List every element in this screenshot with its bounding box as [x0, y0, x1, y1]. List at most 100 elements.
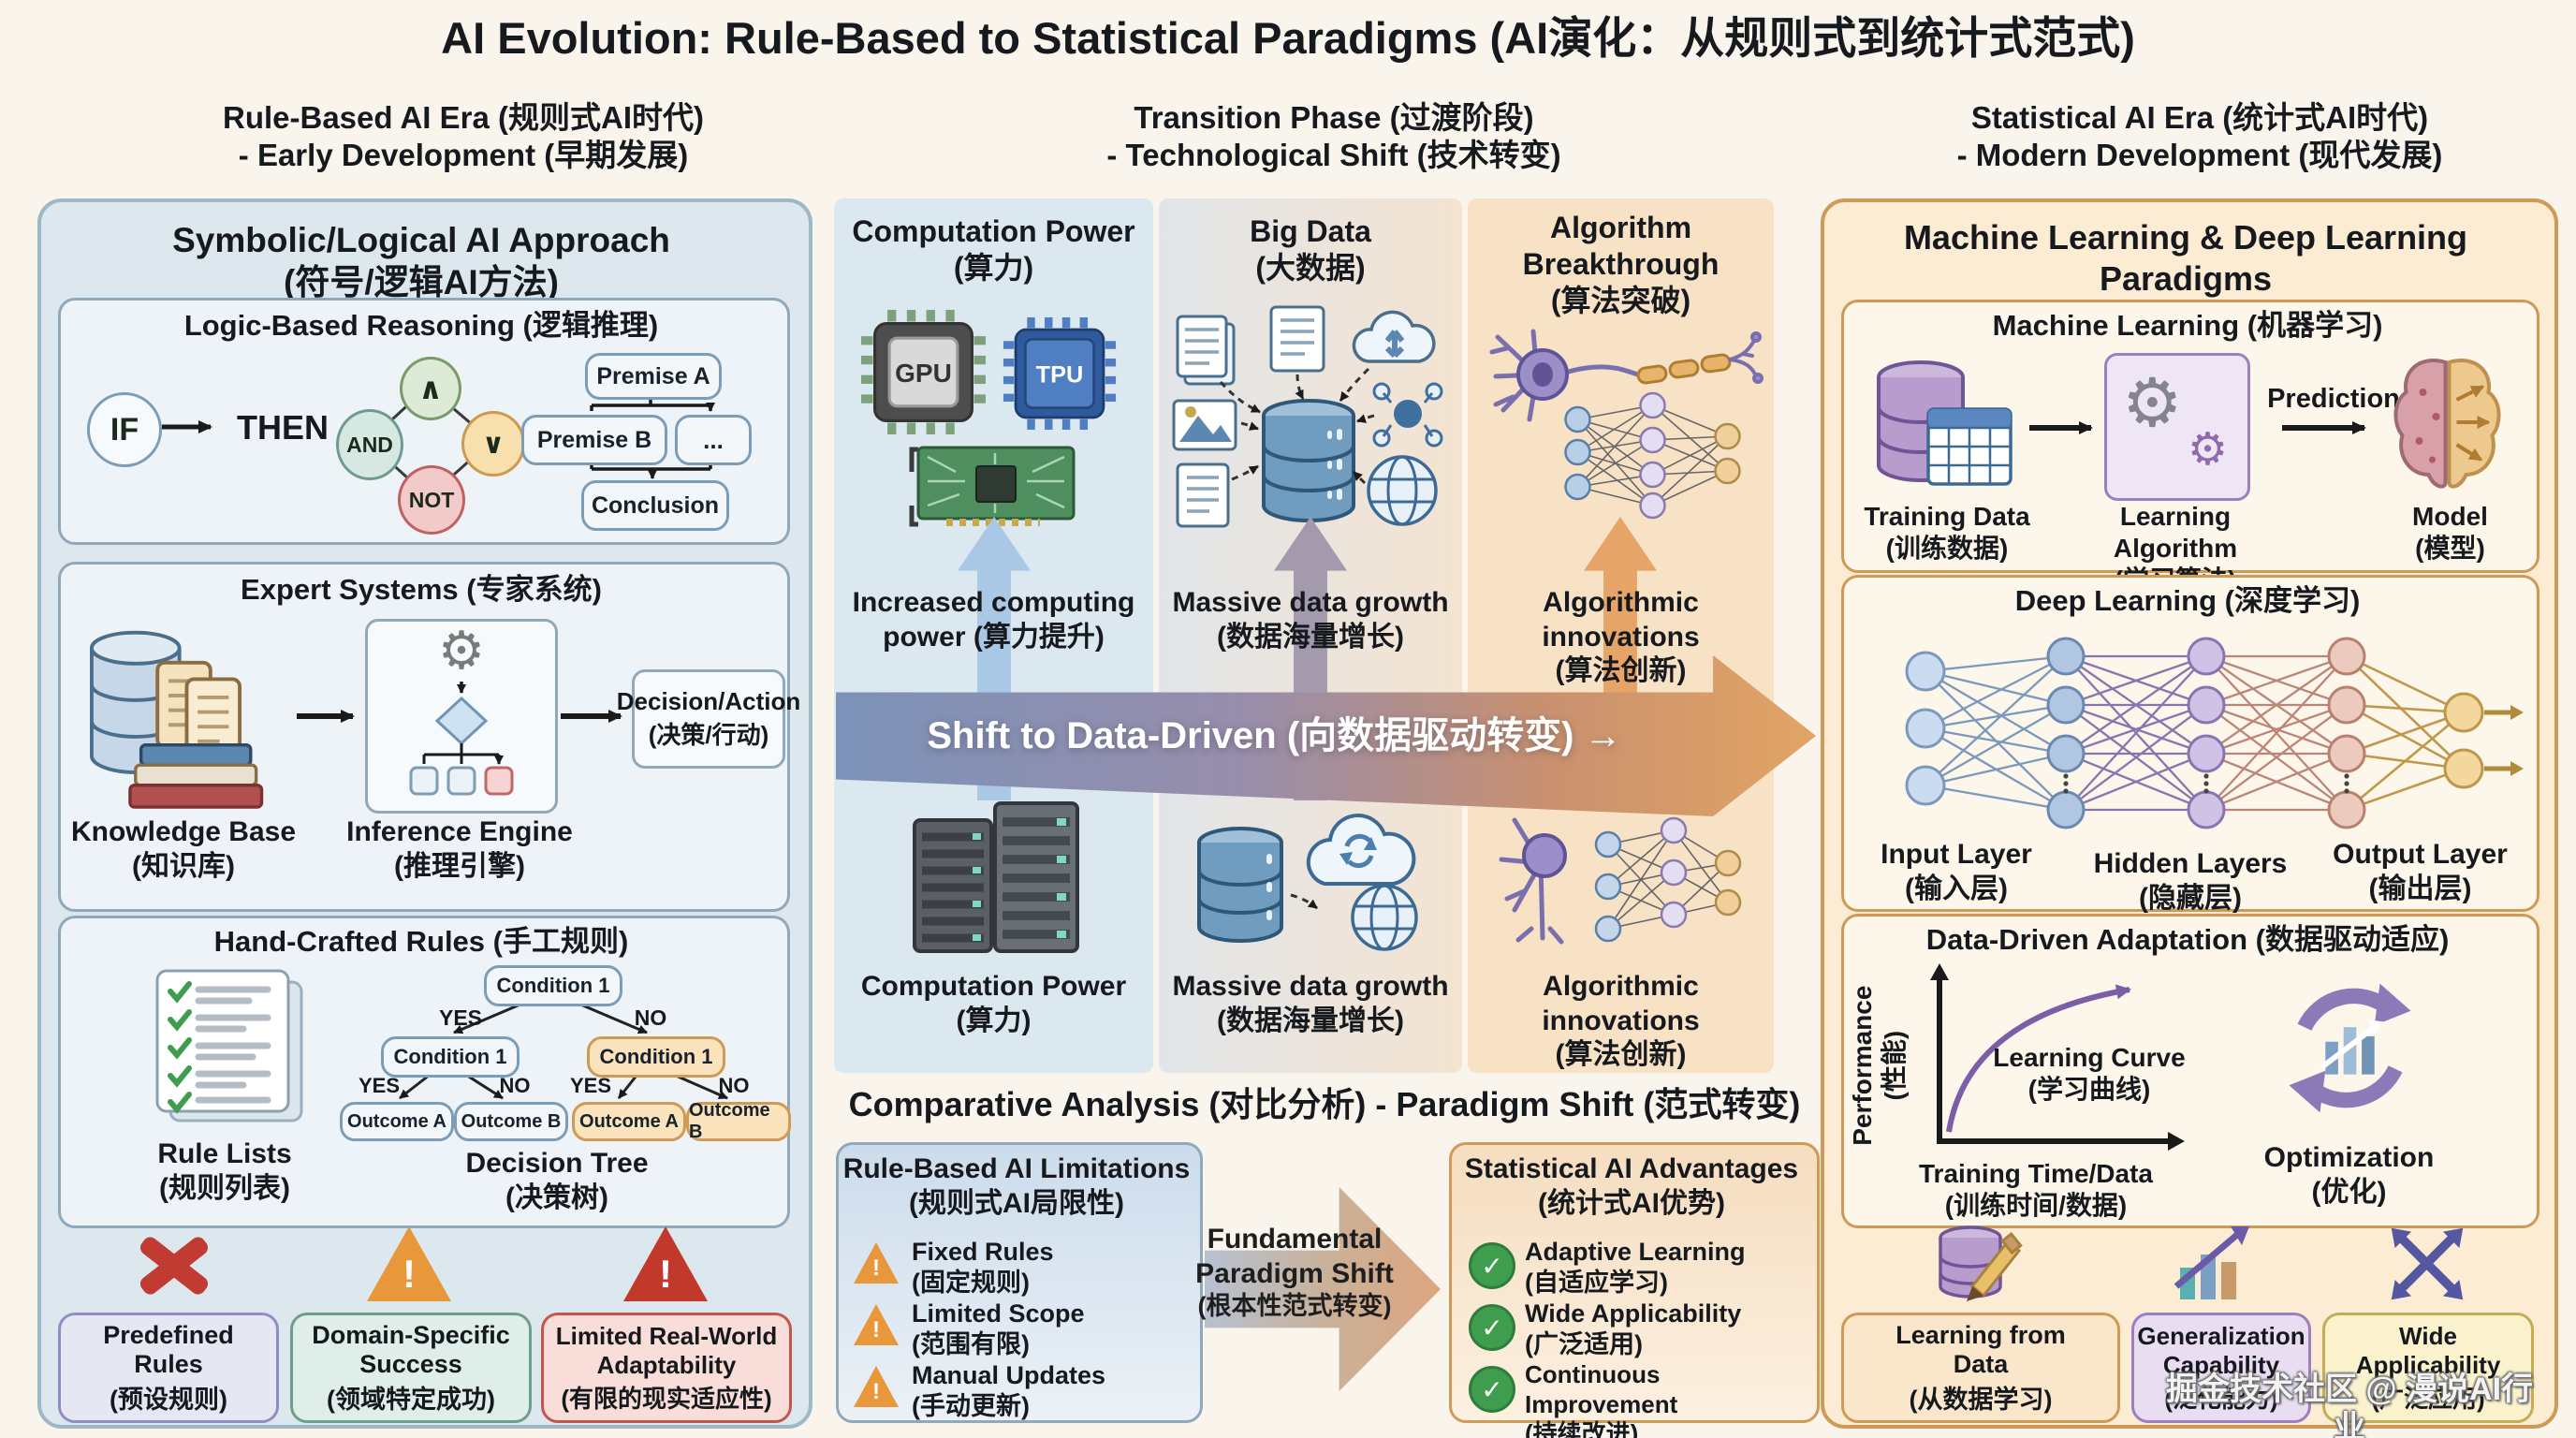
tree-right-condition: Condition 1 [587, 1036, 725, 1078]
column-header-statistical-era: Statistical AI Era (统计式AI时代) - Modern De… [1858, 99, 2541, 175]
premise-b-node: Premise B [521, 415, 667, 465]
expert-flow-arrows [297, 710, 622, 723]
domain-specific-success-box: Domain-Specific Success (领域特定成功) [290, 1313, 532, 1423]
decision-tree-label: Decision Tree (决策树) [465, 1148, 649, 1213]
learning-curve-label: Learning Curve (学习曲线) [1993, 1043, 2186, 1105]
tree-root-condition: Condition 1 [484, 965, 622, 1006]
gear-large-icon: ⚙ [2122, 366, 2183, 441]
comparative-analysis-title: Comparative Analysis (对比分析) - Paradigm S… [848, 1085, 1801, 1123]
watermark: 掘金技术社区 @ 漫说AI行业 [2165, 1372, 2534, 1438]
logic-box-title: Logic-Based Reasoning (逻辑推理) [183, 309, 659, 342]
tree-outcome-b2: Outcome B [686, 1100, 791, 1142]
tree-left-no: NO [499, 1074, 531, 1097]
learning-algorithm-icon-panel: ⚙ ⚙ [2104, 353, 2250, 501]
expert-systems-box: Expert Systems (专家系统) Knowledge Base (知识库… [58, 562, 800, 912]
svg-text:GPU: GPU [895, 359, 952, 388]
model-brain-icon [2393, 359, 2501, 489]
tree-outcome-a1: Outcome A [340, 1102, 454, 1141]
hand-crafted-rules-box: Hand-Crafted Rules (手工规则) Rule Lists (规则列… [58, 916, 791, 1228]
big-data-title: Big Data (大数据) [1250, 214, 1371, 286]
training-data-icon [1877, 360, 2012, 486]
warning-icon-fixed-rules: ! [854, 1242, 899, 1284]
massive-data-growth-label: Massive data growth (数据海量增长) [1172, 587, 1449, 653]
statistical-advantages-box: Statistical AI Advantages (统计式AI优势) ✓ Ada… [1449, 1142, 1820, 1438]
generalization-capability-box: Generalization Capability (泛化能力) [2131, 1313, 2311, 1423]
shift-band-label: Shift to Data-Driven (向数据驱动转变) → [927, 714, 1622, 756]
wide-applicability-box: Wide Applicability (广泛应用) [2322, 1313, 2534, 1423]
database-cloud-sync-icon [1197, 814, 1418, 951]
logic-or-node: ∨ [461, 411, 525, 477]
limitation-item-limited-scope: Limited Scope (范围有限) [912, 1299, 1085, 1358]
tree-root-no: NO [634, 1005, 667, 1030]
neuron-net-bottom-icon [1499, 816, 1742, 945]
algorithmic-innovations-label: Algorithmic innovations (算法创新) [1542, 587, 1700, 687]
warning-icon-manual-updates: ! [854, 1366, 899, 1407]
ml-flow-arrows [2029, 421, 2366, 434]
if-node: IF [87, 392, 162, 467]
deep-learning-box: Deep Learning (深度学习) Input Layer (输入层) Hi… [1841, 575, 2539, 914]
inference-engine-box: ⚙ [365, 619, 558, 814]
increased-computing-label: Increased computing power (算力提升) [852, 587, 1135, 653]
header-right-line1: Statistical AI Era (统计式AI时代) [1970, 100, 2429, 135]
deep-neural-network-diagram [1905, 637, 2524, 829]
decision-action-box: Decision/Action (决策/行动) [617, 669, 800, 769]
gear-small-icon: ⚙ [2188, 425, 2229, 475]
symbolic-panel-title: Symbolic/Logical AI Approach (符号/逻辑AI方法) [172, 221, 670, 302]
tree-outcome-a2: Outcome A [572, 1102, 686, 1141]
rule-based-limitations-box: Rule-Based AI Limitations (规则式AI局限性) ! Fi… [836, 1142, 1203, 1423]
prediction-label: Prediction [2267, 384, 2400, 414]
server-racks-icon [913, 801, 1079, 953]
limitations-title: Rule-Based AI Limitations (规则式AI局限性) [842, 1153, 1191, 1219]
learning-from-data-icon [1939, 1225, 2023, 1301]
rule-lists-label: Rule Lists (规则列表) [157, 1138, 292, 1204]
header-left-line1: Rule-Based AI Era (规则式AI时代) [222, 100, 704, 135]
massive-data-growth-bottom-label: Massive data growth (数据海量增长) [1172, 971, 1449, 1036]
learning-from-data-box: Learning from Data (从数据学习) [1841, 1313, 2120, 1423]
knowledge-base-icon [89, 630, 264, 809]
algorithm-breakthrough-column: Algorithm Breakthrough (算法突破) Algorithmic … [1468, 198, 1774, 1073]
conclusion-node: Conclusion [581, 480, 729, 531]
learning-algorithm-label: Learning Algorithm(学习算法) [2113, 502, 2238, 594]
computation-power-title: Computation Power (算力) [852, 214, 1135, 286]
optimization-cycle-icon [2289, 983, 2411, 1113]
generalization-chart-icon [2174, 1226, 2249, 1299]
check-icon-wide-applicability: ✓ [1469, 1304, 1515, 1351]
advantage-item-continuous-improvement: Continuous Improvement (持续改进) [1525, 1360, 1678, 1438]
big-data-cluster-icon [1172, 305, 1443, 528]
algorithm-breakthrough-title: Algorithm Breakthrough (算法突破) [1522, 211, 1720, 318]
machine-learning-box: Machine Learning (机器学习) Training Data (训练… [1841, 300, 2539, 594]
computation-power-bottom-label: Computation Power (算力) [860, 971, 1127, 1036]
expert-box-title: Expert Systems (专家系统) [241, 573, 602, 606]
warning-triangle-red-icon: ! [623, 1226, 708, 1301]
header-mid-line1: Transition Phase (过渡阶段) [1134, 100, 1534, 135]
red-x-icon [127, 1228, 217, 1303]
computation-power-column: Computation Power (算力) GPU TPU Increased … [834, 198, 1153, 1073]
check-icon-continuous-improvement: ✓ [1469, 1366, 1515, 1413]
header-mid-line2: - Technological Shift (技术转变) [1106, 138, 1561, 173]
limitation-item-manual-updates: Manual Updates (手动更新) [912, 1361, 1106, 1420]
hidden-layers-label: Hidden Layers (隐藏层) [2093, 848, 2288, 914]
input-layer-label: Input Layer (输入层) [1881, 839, 2032, 904]
dl-box-title: Deep Learning (深度学习) [2014, 584, 2361, 617]
logic-and-node: AND [336, 409, 403, 480]
predefined-rules-box: Predefined Rules (预设规则) [58, 1313, 279, 1423]
training-data-label: Training Data (训练数据) [1864, 502, 2030, 564]
neuron-icon [1489, 329, 1764, 422]
logic-based-reasoning-box: Logic-Based Reasoning (逻辑推理) IF THEN ∧ A… [58, 298, 790, 545]
output-layer-label: Output Layer (输出层) [2333, 839, 2508, 904]
inference-flow-icon [409, 682, 514, 796]
logic-not-node: NOT [398, 465, 465, 535]
svg-text:TPU: TPU [1036, 361, 1084, 388]
learning-curve-chart [1930, 963, 2185, 1151]
ml-box-title: Machine Learning (机器学习) [1992, 309, 2383, 342]
header-left-line2: - Early Development (早期发展) [238, 138, 689, 173]
then-label: THEN [237, 408, 329, 447]
page-title: AI Evolution: Rule-Based to Statistical … [441, 13, 2135, 63]
gear-icon: ⚙ [437, 621, 486, 680]
rules-box-title: Hand-Crafted Rules (手工规则) [213, 925, 629, 958]
algorithmic-innovations-bottom-label: Algorithmic innovations (算法创新) [1542, 971, 1700, 1071]
advantage-item-adaptive-learning: Adaptive Learning (自适应学习) [1525, 1238, 1746, 1297]
gpu-chip-icon: GPU [861, 310, 986, 434]
dda-box-title: Data-Driven Adaptation (数据驱动适应) [1925, 923, 2450, 956]
tpu-chip-icon: TPU [1003, 316, 1117, 431]
